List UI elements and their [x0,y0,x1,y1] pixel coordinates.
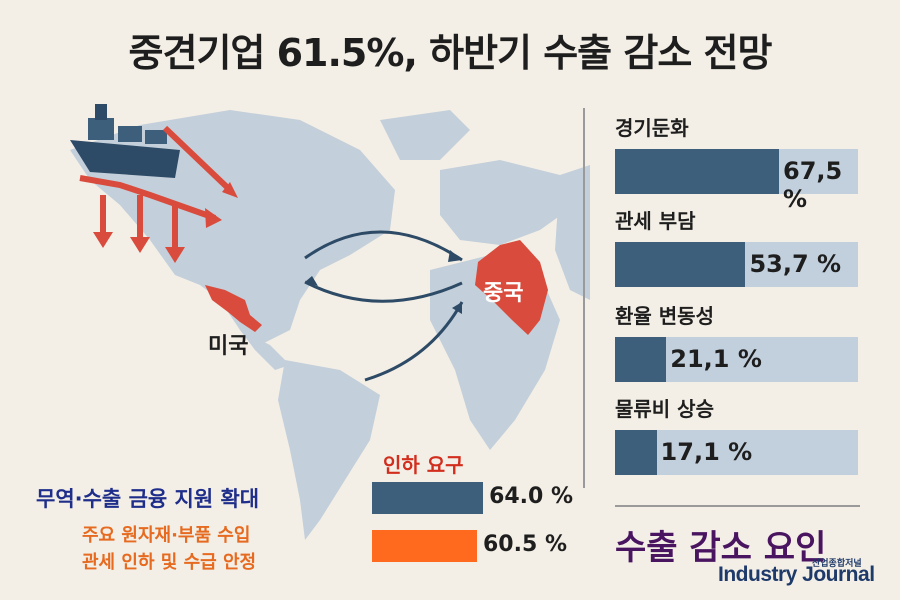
cut-demand-title: 인하 요구 [383,453,464,477]
support-tariff-line1: 주요 원자재·부품 수입 [82,525,251,546]
request-bar [372,530,477,562]
trade-arrows [304,230,464,382]
reason-bar-track: 67,5 % [615,149,858,213]
ship-icon [70,104,180,178]
support-tariff-line2: 관세 인하 및 수급 안정 [82,552,257,573]
reason-label: 물류비 상승 [615,397,714,421]
reason-bar-track: 21,1 % [615,337,858,382]
reason-value-label: 67,5 % [783,157,843,213]
divider-horizontal [615,505,860,507]
reason-value-label: 21,1 % [670,345,762,373]
usa-label: 미국 [208,334,249,359]
china-highlight [475,240,548,335]
industry-journal-logo: Industry Journal [718,563,875,586]
reasons-chart-title: 수출 감소 요인 [615,528,827,568]
decline-arrow-heads [93,182,238,263]
decline-arrows [79,125,233,250]
request-bar [372,482,484,514]
reason-bar-track: 17,1 % [615,430,858,475]
reason-bar [615,242,746,287]
request-value-label: 60.5 % [483,532,567,557]
reason-label: 환율 변동성 [615,304,714,328]
reason-bar [615,337,667,382]
usa-highlight [205,285,262,332]
reason-bar-track: 53,7 % [615,242,858,287]
logo-subtitle: 산업종합저널 [812,559,862,569]
reason-bar [615,149,780,194]
support-finance-text: 무역·수출 금융 지원 확대 [36,487,260,511]
reason-bar [615,430,657,475]
page-title: 중견기업 61.5%, 하반기 수출 감소 전망 [128,31,773,75]
divider-vertical [583,108,585,488]
china-label: 중국 [483,281,524,306]
arrow-heads [305,250,462,314]
reason-value-label: 17,1 % [660,438,753,466]
reason-value-label: 53,7 % [749,250,842,278]
reason-label: 관세 부담 [615,209,696,233]
request-value-label: 64.0 % [489,484,574,509]
reason-label: 경기둔화 [615,116,689,140]
